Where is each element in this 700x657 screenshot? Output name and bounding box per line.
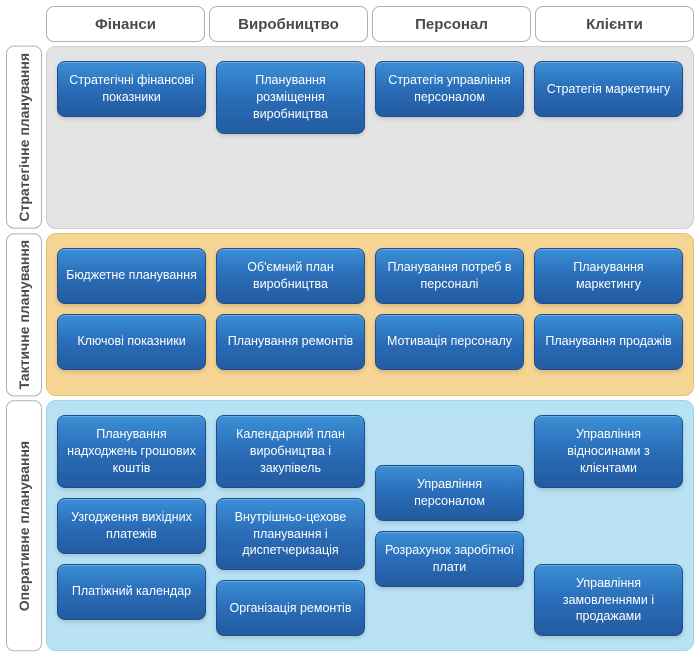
col-strategic-production: Планування розміщення виробництва bbox=[216, 61, 365, 214]
card: Мотивація персоналу bbox=[375, 314, 524, 370]
card: Календарний план виробництва і закупівел… bbox=[216, 415, 365, 488]
col-strategic-personnel: Стратегія управління персоналом bbox=[375, 61, 524, 214]
col-tactical-personnel: Планування потреб в персоналі Мотивація … bbox=[375, 248, 524, 381]
section-tactical: Бюджетне планування Ключові показники Об… bbox=[46, 233, 694, 396]
col-tactical-finance: Бюджетне планування Ключові показники bbox=[57, 248, 206, 381]
col-strategic-clients: Стратегія маркетингу bbox=[534, 61, 683, 214]
card: Платіжний календар bbox=[57, 564, 206, 620]
section-operational: Планування надходжень грошових коштів Уз… bbox=[46, 400, 694, 651]
card: Планування потреб в персоналі bbox=[375, 248, 524, 304]
card: Внутрішньо-цехове планування і диспетчер… bbox=[216, 498, 365, 571]
card: Управління відносинами з клієнтами bbox=[534, 415, 683, 488]
col-operational-production: Календарний план виробництва і закупівел… bbox=[216, 415, 365, 636]
card: Управління персоналом bbox=[375, 465, 524, 521]
card: Стратегія управління персоналом bbox=[375, 61, 524, 117]
col-tactical-clients: Планування маркетингу Планування продажі… bbox=[534, 248, 683, 381]
row-header-strategic: Стратегічне планування bbox=[6, 46, 42, 229]
col-strategic-finance: Стратегічні фінансові показники bbox=[57, 61, 206, 214]
col-tactical-production: Об'ємний план виробництва Планування рем… bbox=[216, 248, 365, 381]
row-header-operational: Оперативне планування bbox=[6, 400, 42, 651]
card: Стратегія маркетингу bbox=[534, 61, 683, 117]
card: Планування продажів bbox=[534, 314, 683, 370]
card: Стратегічні фінансові показники bbox=[57, 61, 206, 117]
row-header-tactical: Тактичне планування bbox=[6, 233, 42, 396]
card: Бюджетне планування bbox=[57, 248, 206, 304]
col-operational-personnel: Управління персоналом Розрахунок заробіт… bbox=[375, 415, 524, 636]
col-header-production: Виробництво bbox=[209, 6, 368, 42]
col-operational-finance: Планування надходжень грошових коштів Уз… bbox=[57, 415, 206, 636]
card: Планування ремонтів bbox=[216, 314, 365, 370]
card: Організація ремонтів bbox=[216, 580, 365, 636]
planning-matrix: Фінанси Виробництво Персонал Клієнти Стр… bbox=[0, 0, 700, 657]
card: Планування надходжень грошових коштів bbox=[57, 415, 206, 488]
section-strategic: Стратегічні фінансові показники Плануван… bbox=[46, 46, 694, 229]
card: Узгодження вихідних платежів bbox=[57, 498, 206, 554]
card: Планування маркетингу bbox=[534, 248, 683, 304]
col-operational-clients: Управління відносинами з клієнтами Управ… bbox=[534, 415, 683, 636]
col-header-finance: Фінанси bbox=[46, 6, 205, 42]
col-header-clients: Клієнти bbox=[535, 6, 694, 42]
corner-spacer bbox=[6, 6, 42, 42]
card: Ключові показники bbox=[57, 314, 206, 370]
card: Об'ємний план виробництва bbox=[216, 248, 365, 304]
card: Планування розміщення виробництва bbox=[216, 61, 365, 134]
card: Управління замовленнями і продажами bbox=[534, 564, 683, 637]
col-header-personnel: Персонал bbox=[372, 6, 531, 42]
card: Розрахунок заробітної плати bbox=[375, 531, 524, 587]
